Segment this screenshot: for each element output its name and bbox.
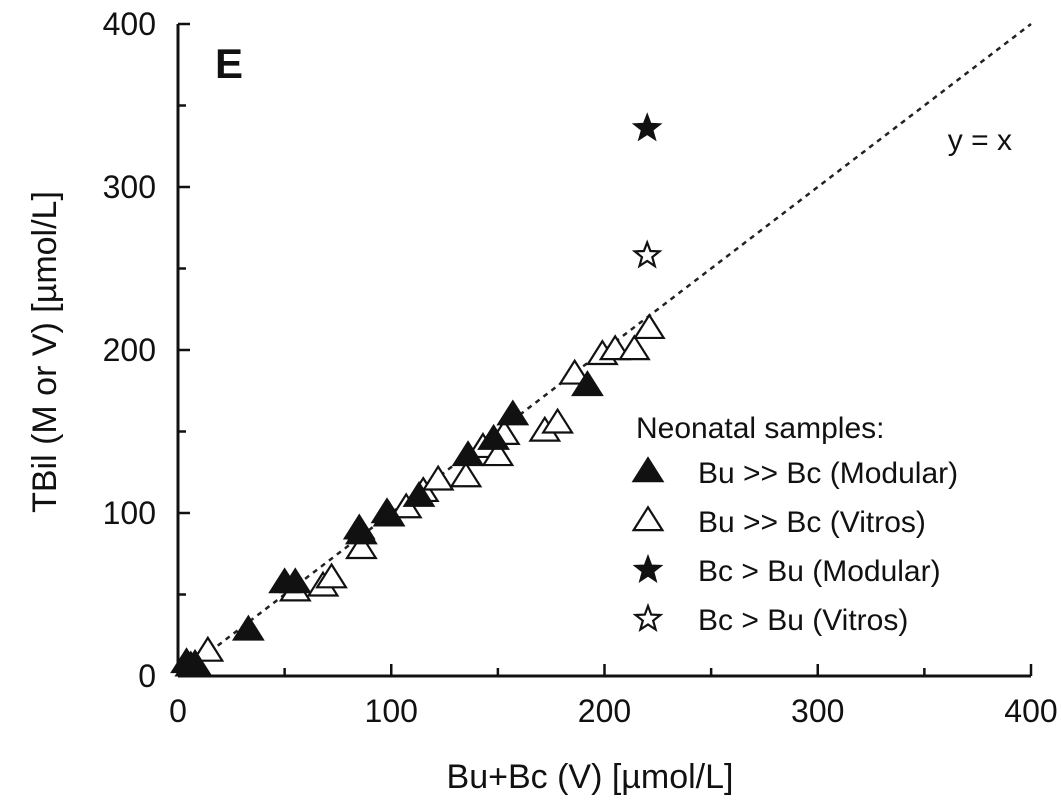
data-point-bu-bc-vitros [451,463,480,486]
legend-items: Bu >> Bc (Modular) Bu >> Bc (Vitros) Bc > … [634,457,959,637]
reference-line-label: y = x [948,124,1012,157]
legend-label-bc-bu-vitros: Bc > Bu (Vitros) [698,604,908,637]
y-axis-title: TBil (M or V) [µmol/L] [26,191,64,513]
legend-marker-bu-bc-vitros [634,507,663,530]
y-tick-label: 200 [103,332,156,368]
legend-marker-bc-bu-modular [636,557,661,581]
legend-marker-bc-bu-vitros [636,606,661,630]
data-point-bu-bc-vitros [620,336,649,359]
legend-label-bu-bc-modular: Bu >> Bc (Modular) [698,457,958,490]
data-point-bc-bu-modular [635,115,660,139]
legend: Neonatal samples: Bu >> Bc (Modular)Bu >… [634,412,959,637]
y-tick-label: 400 [103,6,156,42]
y-tick-label: 300 [103,169,156,205]
panel-label: E [215,40,243,87]
x-tick-label: 300 [791,693,844,729]
x-axis-title: Bu+Bc (V) [µmol/L] [447,758,734,796]
legend-title: Neonatal samples: [636,412,884,445]
data-point-bu-bc-modular [234,617,263,640]
data-point-bu-bc-vitros [424,467,453,490]
x-tick-label: 400 [1004,693,1057,729]
legend-marker-bu-bc-modular [634,458,663,481]
y-tick-label: 100 [103,495,156,531]
x-tick-label: 100 [365,693,418,729]
legend-label-bu-bc-vitros: Bu >> Bc (Vitros) [698,506,926,539]
x-tick-label: 200 [578,693,631,729]
legend-label-bc-bu-modular: Bc > Bu (Modular) [698,555,941,588]
data-point-bc-bu-vitros [635,243,660,267]
y-tick-label: 0 [138,658,156,694]
data-points [172,115,664,675]
x-tick-label: 0 [169,693,187,729]
data-point-bu-bc-vitros [635,315,664,338]
